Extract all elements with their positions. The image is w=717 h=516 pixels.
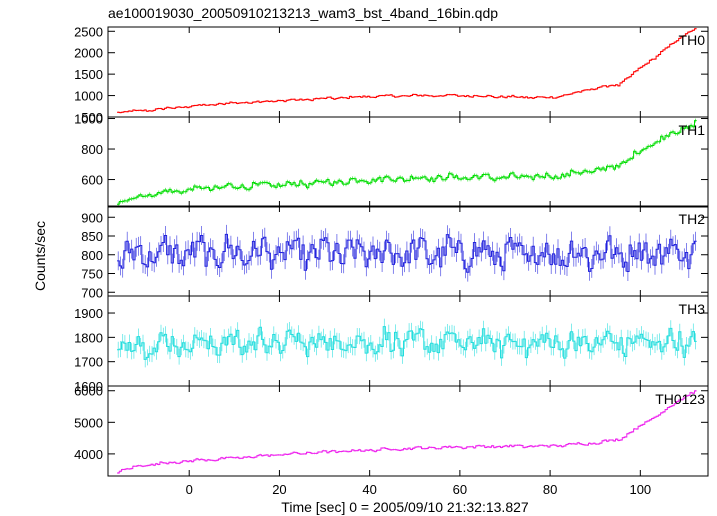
panel-frame [107, 116, 709, 208]
panel-frame [107, 26, 709, 118]
y-tick-label: 2000 [74, 46, 103, 61]
y-tick-label: 1500 [74, 67, 103, 82]
x-tick-label: 80 [543, 482, 557, 497]
y-tick-label: 800 [81, 248, 103, 263]
y-tick-label: 600 [81, 173, 103, 188]
y-tick-label: 1900 [74, 306, 103, 321]
series-errorbars-th0 [117, 28, 696, 114]
y-tick-label: 4000 [74, 447, 103, 462]
y-tick-label: 1000 [74, 89, 103, 104]
series-line-th2 [117, 233, 697, 273]
series-line-th0123 [117, 390, 697, 474]
panel-label: TH0123 [655, 391, 705, 407]
x-tick-label: 40 [362, 482, 376, 497]
panel-label: TH3 [679, 301, 706, 317]
panels: 5001000150020002500TH06008001000TH170075… [74, 24, 709, 497]
series-errorbars-th1 [117, 118, 696, 207]
y-tick-label: 700 [81, 285, 103, 300]
x-axis-label: Time [sec] 0 = 2005/09/10 21:32:13.827 [281, 499, 529, 515]
series-line-th0 [117, 28, 697, 114]
y-tick-label: 750 [81, 267, 103, 282]
panel-th2: 700 750 800 850 900 TH2 [81, 205, 709, 300]
x-tick-label: 100 [629, 482, 651, 497]
y-tick-label: 1700 [74, 355, 103, 370]
y-tick-label: 850 [81, 229, 103, 244]
y-tick-label: 800 [81, 142, 103, 157]
chart-title: ae100019030_20050910213213_wam3_bst_4ban… [108, 5, 498, 21]
panel-label: TH2 [679, 211, 706, 227]
panel-label: TH1 [679, 122, 706, 138]
y-tick-label: 900 [81, 210, 103, 225]
panel-label: TH0 [679, 32, 706, 48]
series-line-th1 [117, 120, 697, 205]
x-tick-label: 20 [272, 482, 286, 497]
y-tick-label: 1800 [74, 330, 103, 345]
panel-th0123: 4000 5000 6000 TH0123 [74, 384, 709, 477]
y-tick-label: 1000 [74, 112, 103, 127]
x-tick-label: 60 [453, 482, 467, 497]
y-tick-label: 5000 [74, 415, 103, 430]
y-tick-label: 6000 [74, 384, 103, 399]
x-tick-label: 0 [186, 482, 193, 497]
panel-frame [107, 295, 709, 387]
panel-th1: 600 800 1000 TH1 [74, 112, 709, 208]
panel-frame [107, 385, 709, 477]
y-axis-label: Counts/sec [32, 221, 48, 291]
panel-th3: 1600 1700 1800 1900 TH3 [74, 295, 709, 394]
y-tick-label: 2500 [74, 24, 103, 39]
series-errorbars-th3 [117, 318, 696, 368]
y-tick-label: 1600 [74, 379, 103, 394]
series-line-th3 [117, 326, 697, 360]
y-tick-label: 500 [81, 110, 103, 125]
